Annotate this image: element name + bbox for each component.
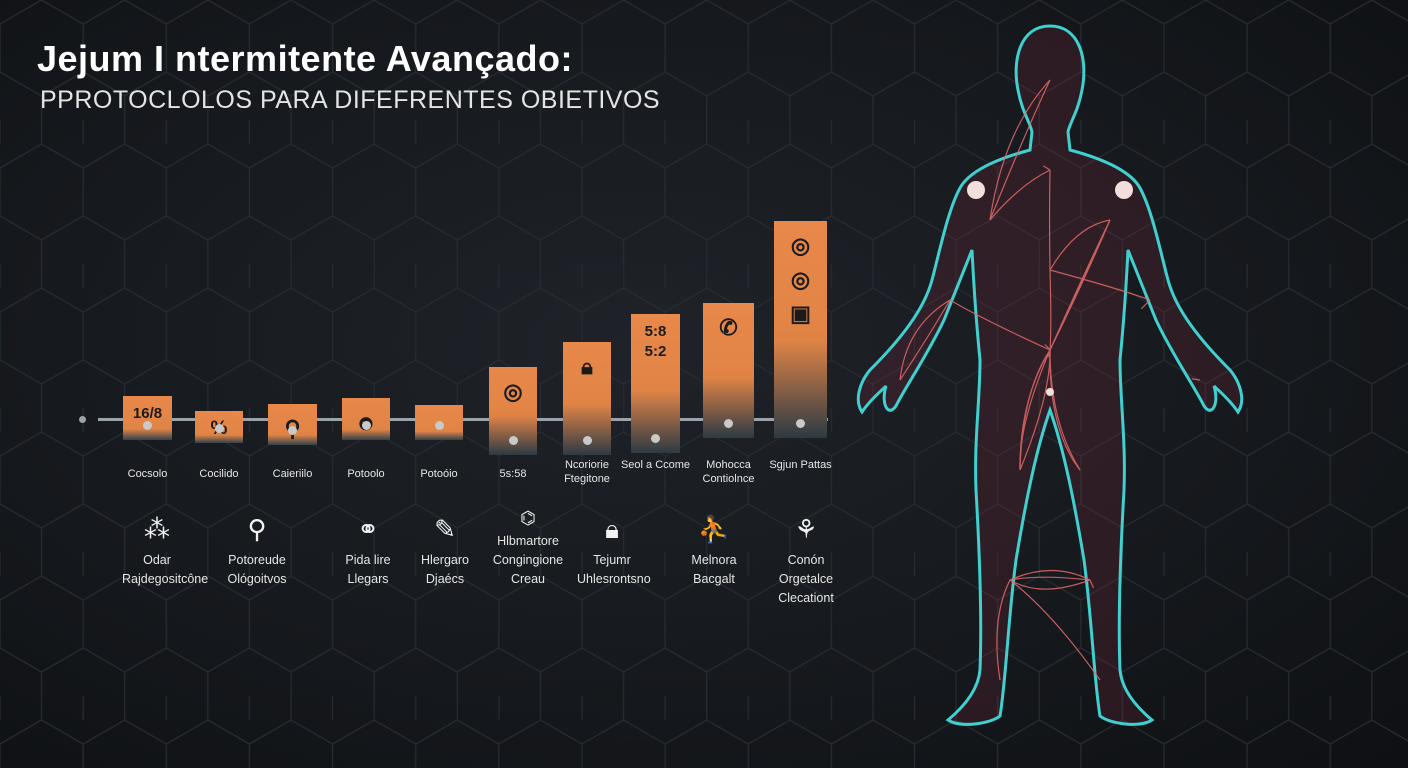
- vein: [1049, 269, 1052, 351]
- timeline-label: Potoóio: [420, 468, 458, 480]
- bar-text: 16/8: [132, 405, 163, 422]
- bar-dot: [651, 434, 660, 443]
- timeline-label: Seol a Ccome: [620, 459, 691, 471]
- vein: [1009, 579, 1091, 590]
- shoulder-joint-right: [1115, 181, 1133, 199]
- pencil-icon: ✎: [434, 514, 456, 544]
- page-title: Jejum I ntermitente Avançado:: [37, 38, 573, 79]
- vein: [1009, 569, 1091, 581]
- molecule-icon: ⌬: [520, 508, 536, 528]
- objective-label: Melnora Bacgalt: [691, 553, 737, 586]
- vein: [1044, 344, 1051, 351]
- target-icon: ◎: [503, 379, 523, 404]
- vein: [1049, 349, 1081, 471]
- bar-dot: [288, 426, 297, 435]
- vein: [996, 579, 1011, 681]
- objective-label: Tejumr Uhlesrontsno: [577, 553, 651, 586]
- hip-joint: [1046, 388, 1054, 396]
- objective-label: Hlbmartore Congingione Creau: [492, 534, 564, 586]
- timeline-bar: ☻: [342, 398, 390, 440]
- timeline-label: Cocilido: [199, 468, 239, 480]
- vein: [1019, 349, 1051, 471]
- pin-line-icon: ⚲: [247, 514, 267, 544]
- timeline-label: Cocsolo: [127, 468, 168, 480]
- vein: [1049, 219, 1111, 271]
- vein: [1191, 378, 1201, 381]
- timeline-bar: ⚲: [268, 404, 317, 445]
- vein: [1043, 165, 1051, 171]
- bar-dot: [361, 421, 371, 430]
- bar-dot: [434, 421, 444, 430]
- chart-icon: ⁂: [144, 514, 170, 544]
- vein: [989, 79, 1051, 221]
- vein: [1009, 576, 1091, 581]
- timeline-label: Potoolo: [347, 468, 385, 480]
- timeline-bar: %: [195, 411, 243, 443]
- timeline-label: Caieriilo: [272, 468, 313, 480]
- bar-dot: [214, 424, 224, 433]
- vein: [949, 299, 1051, 351]
- vein: [1049, 219, 1111, 351]
- shoulder-joint-left: [967, 181, 985, 199]
- timeline-bar: ◎ ◎ ▣: [774, 221, 827, 438]
- bar-dot: [582, 436, 592, 445]
- timeline-label: Ncoriorie Ftegitone: [564, 459, 610, 485]
- timeline-bar: 5:8 5:2: [631, 314, 680, 453]
- timeline-label: Sgjun Pattas: [769, 459, 832, 471]
- timeline-line: [98, 418, 828, 421]
- objective-label: Potoreude Ológoitvos: [227, 553, 287, 586]
- timeline-bar: [415, 405, 463, 440]
- bar-dot: [143, 421, 152, 430]
- bar-dot: [724, 419, 733, 428]
- timeline-label: Mohocca Contiolnce: [702, 459, 755, 485]
- vein: [1140, 299, 1151, 310]
- timeline-bar: 🔒︎: [563, 342, 611, 455]
- timeline-label: 5s:58: [499, 468, 527, 480]
- vein: [989, 169, 1051, 221]
- objective-label: Pida lire Llegars: [345, 553, 391, 586]
- page-subtitle: PPROTOCLOLOS PARA DIFEFRENTES OBIETIVOS: [40, 86, 661, 114]
- timeline-bar: ◎: [489, 367, 537, 455]
- bar-dot: [508, 436, 518, 445]
- plant-icon: ⚘: [794, 514, 818, 544]
- phone-icon: ✆: [719, 315, 738, 340]
- vein-lines: [899, 79, 1201, 681]
- vein: [1049, 219, 1111, 351]
- timeline-bar: ✆: [703, 303, 754, 438]
- vein: [899, 299, 951, 381]
- target-camera-icon: ◎ ◎ ▣: [790, 233, 811, 326]
- lock-icon: 🔒︎: [581, 354, 593, 379]
- vein: [1049, 269, 1151, 301]
- circles-icon: ⚭: [357, 514, 379, 544]
- exercise-icon: ⛹: [697, 514, 731, 544]
- vein: [1089, 579, 1094, 588]
- bar-text: 5:8 5:2: [644, 323, 667, 360]
- objective-label: Hlergaro Djaécs: [421, 553, 469, 586]
- vein: [989, 79, 1051, 221]
- vein: [1019, 349, 1051, 471]
- timeline-bar: 16/8: [123, 396, 172, 440]
- bar-dot: [796, 419, 805, 428]
- timeline-start-dot: [79, 416, 86, 423]
- human-body-illustration: [856, 24, 1244, 726]
- vein: [1009, 579, 1101, 681]
- objective-label: Conón Orgetalce Clecationt: [778, 553, 834, 605]
- vein: [899, 299, 951, 381]
- objective-label: Odar Rajdegositcône: [122, 553, 209, 586]
- lock-icon: 🔒︎: [605, 514, 619, 544]
